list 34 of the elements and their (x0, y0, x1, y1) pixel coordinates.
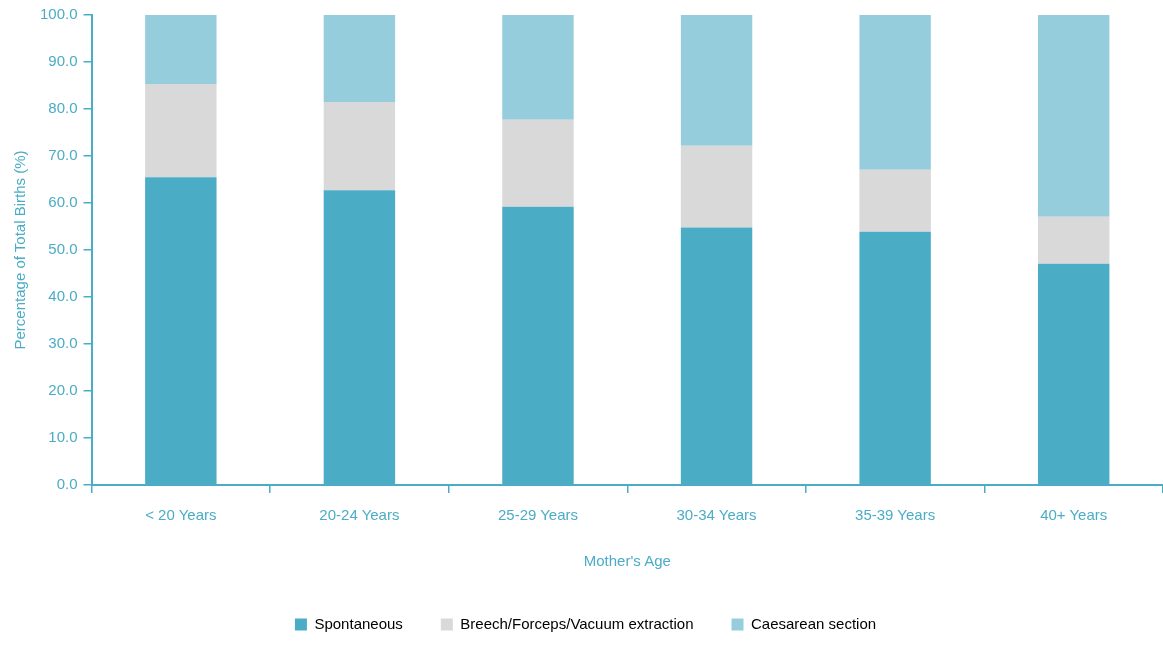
bar (1038, 216, 1110, 264)
y-tick-label: 50.0 (48, 240, 78, 258)
bar (145, 84, 217, 178)
bar (323, 101, 396, 191)
bar (145, 15, 217, 85)
x-axis-title: Mother's Age (583, 552, 671, 570)
y-tick-label: 20.0 (48, 381, 78, 399)
x-tick-label: 40+ Years (1040, 506, 1108, 524)
x-tick-label: 20-24 Years (319, 506, 400, 524)
y-tick-label: 10.0 (48, 428, 78, 446)
bar (502, 15, 574, 120)
bar (502, 119, 574, 207)
y-tick-label: 100.0 (39, 5, 78, 23)
y-axis-title: Percentage of Total Births (%) (11, 150, 29, 350)
x-tick-label: 25-29 Years (497, 506, 579, 524)
x-tick-label: 35-39 Years (855, 506, 936, 524)
legend-label: Caesarean section (751, 614, 877, 632)
x-tick-label: < 20 Years (145, 506, 217, 524)
bar (1038, 15, 1110, 217)
x-tick-label: 30-34 Years (676, 506, 757, 524)
bar (323, 15, 396, 102)
y-tick-label: 80.0 (48, 99, 78, 117)
y-tick-label: 70.0 (48, 146, 78, 164)
y-tick-label: 60.0 (48, 193, 78, 211)
y-tick-label: 30.0 (48, 334, 78, 352)
bar (680, 145, 753, 228)
legend-label: Spontaneous (314, 614, 403, 632)
y-tick-label: 90.0 (48, 52, 78, 70)
legend-label: Breech/Forceps/Vacuum extraction (460, 614, 694, 632)
bar (859, 15, 931, 170)
bar (859, 169, 931, 232)
y-tick-label: 0.0 (56, 475, 78, 493)
bar (680, 15, 753, 146)
y-tick-label: 40.0 (48, 287, 78, 305)
